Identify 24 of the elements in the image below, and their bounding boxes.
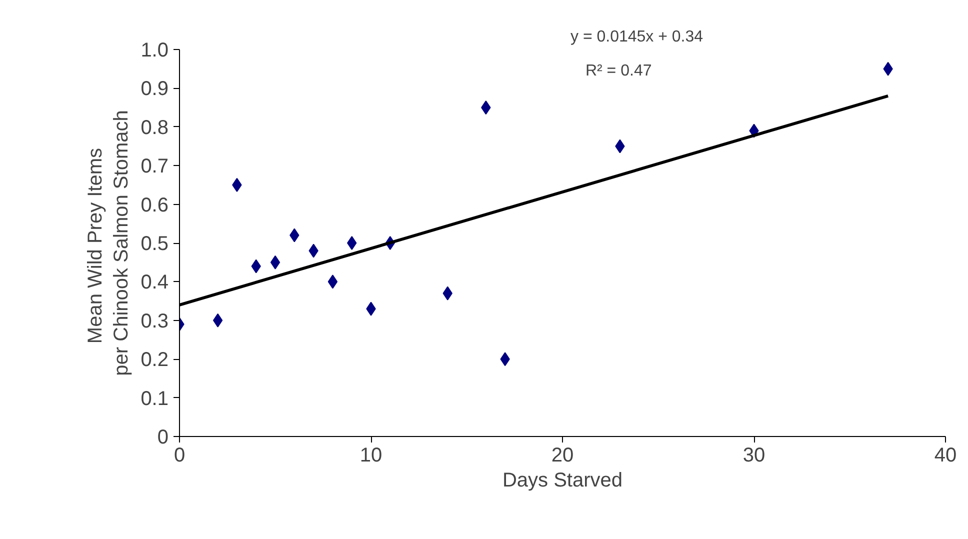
y-tick-label: 0.5: [140, 233, 169, 255]
y-tick-label: 0.9: [140, 78, 169, 100]
point: [328, 274, 338, 289]
y-tick-label: 0.6: [140, 194, 169, 216]
y-axis-title: Mean Wild Prey Items per Chinook Salmon Stomach: [84, 110, 133, 376]
y-tick-label: 0: [157, 426, 168, 448]
x-tick-label: 0: [174, 444, 186, 466]
point: [270, 255, 280, 270]
y-tick-label: 0.2: [140, 349, 169, 372]
x-tick-label: 20: [551, 444, 574, 466]
x-tick-label: 10: [360, 444, 382, 466]
y-tick-label: 1.0: [140, 40, 169, 62]
x-tick-label: 40: [934, 444, 957, 466]
y-tick-label: 0.7: [140, 156, 169, 178]
y-tick-label: 0.3: [140, 310, 169, 332]
x-tick-label: 30: [742, 444, 766, 466]
y-tick-label: 0.1: [140, 388, 169, 410]
point: [347, 236, 357, 250]
point: [212, 313, 223, 328]
y-tick-label: 0.4: [140, 272, 169, 294]
text: y = 0.0145x + 0.34: [570, 28, 704, 46]
annotation: R² = 0.47: [585, 62, 652, 80]
y-tick-label: 0.8: [140, 116, 169, 139]
x-axis-title: Days Starved: [502, 470, 623, 492]
